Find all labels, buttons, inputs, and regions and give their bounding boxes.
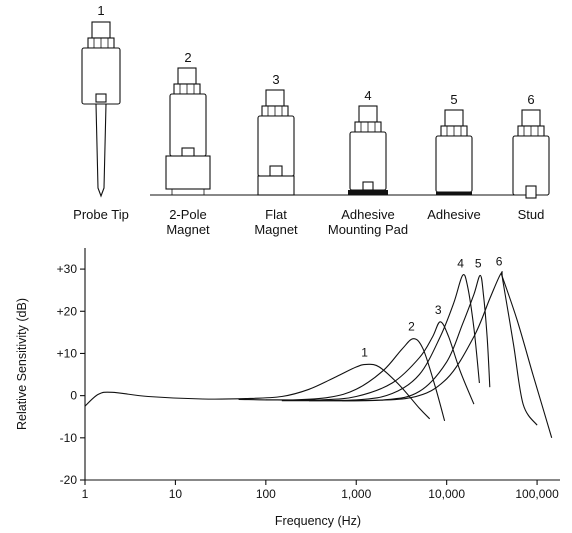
mount-caption-4-line-2: Mounting Pad — [328, 222, 408, 237]
response-curve-1 — [84, 363, 431, 420]
y-tick-label-0: +30 — [57, 262, 78, 276]
x-axis-title: Frequency (Hz) — [275, 514, 361, 528]
response-curve-5 — [308, 274, 491, 402]
mount-caption-4-line-1: Adhesive — [341, 207, 394, 222]
flat-magnet-sensor-icon — [257, 89, 295, 196]
mount-caption-3-line-2: Magnet — [254, 222, 298, 237]
y-tick-label-5: -20 — [60, 473, 78, 487]
response-curve-extension — [500, 273, 553, 438]
curve-label-1: 1 — [361, 345, 368, 359]
curve-label-6: 6 — [496, 254, 503, 268]
y-axis-title: Relative Sensitivity (dB) — [15, 298, 29, 430]
x-tick-label-2: 100 — [256, 487, 276, 501]
mount-caption-2-line-1: 2-Pole — [169, 207, 207, 222]
mount-number-6: 6 — [527, 92, 534, 107]
mount-caption-2-line-2: Magnet — [166, 222, 210, 237]
mount-number-4: 4 — [364, 88, 371, 103]
curve-label-5: 5 — [475, 256, 482, 270]
x-axis-ticks: 1 10 100 1,000 10,000 100,000 — [82, 480, 559, 501]
response-curve-4 — [281, 274, 480, 402]
mount-caption-6-line-1: Stud — [518, 207, 545, 222]
curve-label-3: 3 — [435, 303, 442, 317]
curve-label-4: 4 — [457, 256, 464, 270]
response-curve-2 — [238, 338, 446, 422]
stud-sensor-icon — [512, 109, 550, 199]
response-curves — [84, 271, 553, 438]
x-tick-label-5: 100,000 — [515, 487, 559, 501]
x-tick-label-3: 1,000 — [341, 487, 371, 501]
y-tick-label-4: -10 — [60, 431, 78, 445]
adhesive-sensor-icon — [435, 109, 473, 195]
curve-label-2: 2 — [408, 320, 415, 334]
two-pole-magnet-sensor-icon — [165, 67, 211, 195]
curve-labels: 1 2 3 4 5 6 — [361, 254, 503, 359]
mount-caption-1-line-1: Probe Tip — [73, 207, 129, 222]
y-tick-label-1: +20 — [57, 304, 78, 318]
mount-number-2: 2 — [184, 50, 191, 65]
x-tick-label-4: 10,000 — [428, 487, 465, 501]
adhesive-pad-sensor-icon — [348, 105, 388, 195]
sensitivity-chart: 1 10 100 1,000 10,000 100,000 +30 +20 +10 0 -10 -2… — [15, 248, 560, 528]
mount-number-1: 1 — [97, 3, 104, 18]
response-curve-3 — [265, 321, 475, 405]
y-axis-ticks: +30 +20 +10 0 -10 -20 — [57, 262, 85, 487]
mount-number-3: 3 — [272, 72, 279, 87]
mount-number-5: 5 — [450, 92, 457, 107]
mounting-illustrations — [81, 21, 550, 199]
y-tick-label-3: 0 — [70, 389, 77, 403]
mount-labels: 1 2 3 4 5 6 Probe Tip 2-Pole Magnet Flat… — [73, 3, 544, 237]
mount-caption-3-line-1: Flat — [265, 207, 287, 222]
mount-caption-5-line-1: Adhesive — [427, 207, 480, 222]
x-tick-label-0: 1 — [82, 487, 89, 501]
x-tick-label-1: 10 — [169, 487, 183, 501]
response-curve-6 — [342, 271, 538, 426]
probe-tip-sensor-icon — [81, 21, 121, 198]
y-tick-label-2: +10 — [57, 346, 78, 360]
